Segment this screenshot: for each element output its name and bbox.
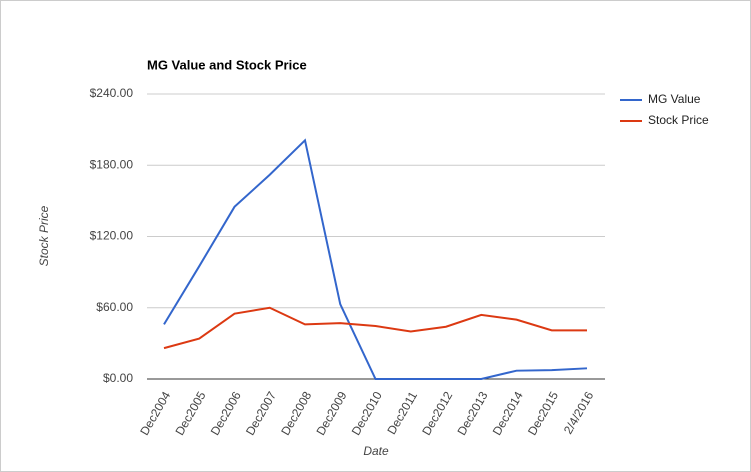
y-tick-label: $120.00 [90, 229, 134, 243]
legend-label: Stock Price [648, 113, 709, 127]
y-tick-label: $0.00 [103, 371, 133, 385]
y-tick-label: $60.00 [96, 300, 133, 314]
legend-label: MG Value [648, 92, 701, 106]
y-tick-label: $240.00 [90, 86, 134, 100]
x-axis-label: Date [363, 444, 389, 458]
chart-title: MG Value and Stock Price [147, 57, 307, 72]
y-tick-label: $180.00 [90, 157, 134, 171]
y-axis-label: Stock Price [37, 205, 51, 266]
series-line [163, 306, 587, 350]
series-line [163, 138, 588, 380]
